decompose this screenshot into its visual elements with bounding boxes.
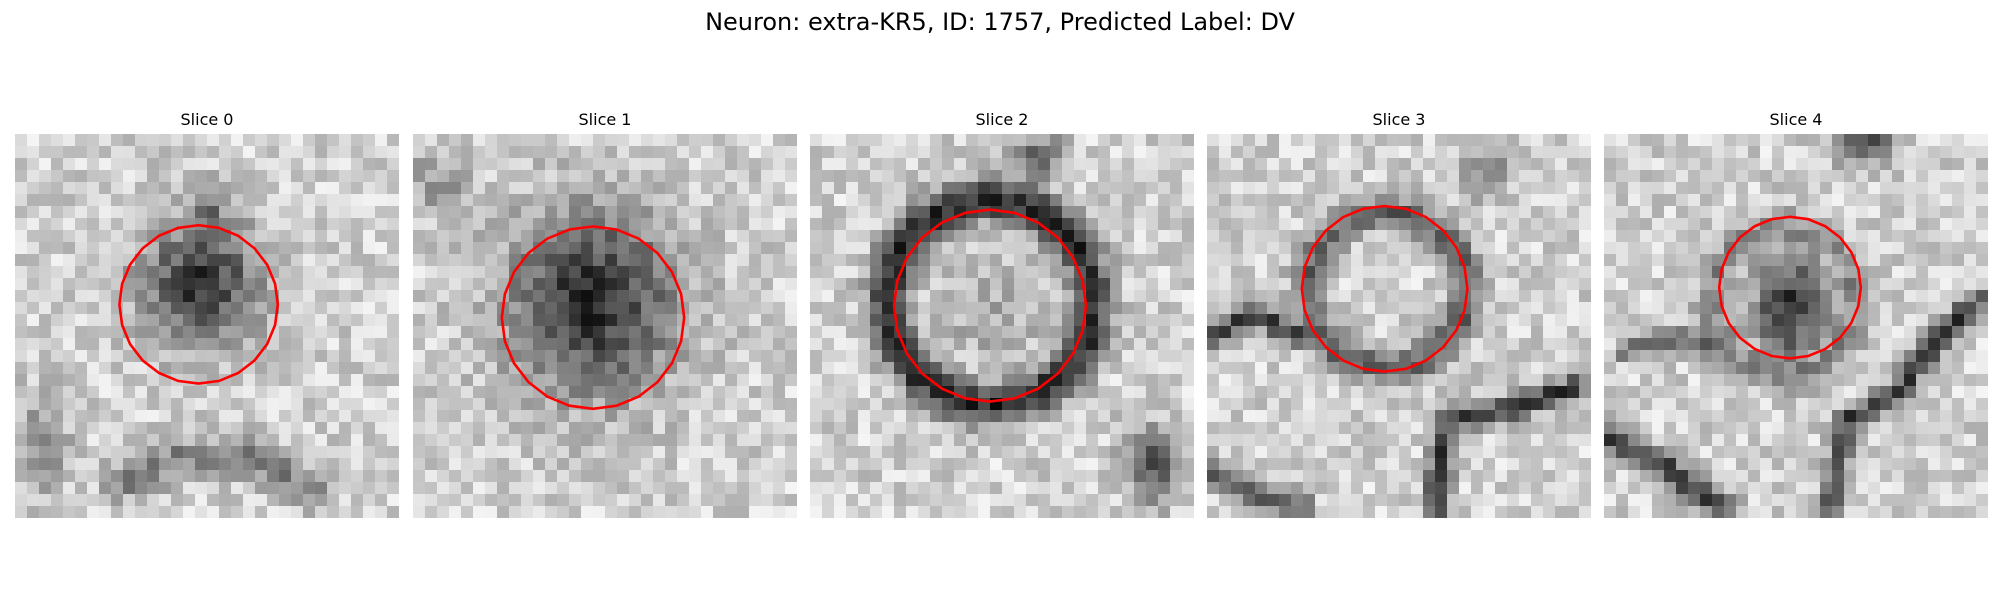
- slice-image-1: [413, 134, 797, 518]
- slice-title-1: Slice 1: [413, 108, 797, 132]
- slice-title-4: Slice 4: [1604, 108, 1988, 132]
- slice-image-2: [810, 134, 1194, 518]
- slice-panel-1: Slice 1: [413, 108, 797, 132]
- slice-title-3: Slice 3: [1207, 108, 1591, 132]
- slice-title-2: Slice 2: [810, 108, 1194, 132]
- slice-title-0: Slice 0: [15, 108, 399, 132]
- slice-image-0: [15, 134, 399, 518]
- slice-panel-0: Slice 0: [15, 108, 399, 132]
- slice-image-4: [1604, 134, 1988, 518]
- slice-panel-3: Slice 3: [1207, 108, 1591, 132]
- figure-title: Neuron: extra-KR5, ID: 1757, Predicted L…: [0, 8, 2000, 36]
- slice-image-3: [1207, 134, 1591, 518]
- slice-panel-4: Slice 4: [1604, 108, 1988, 132]
- slice-panel-2: Slice 2: [810, 108, 1194, 132]
